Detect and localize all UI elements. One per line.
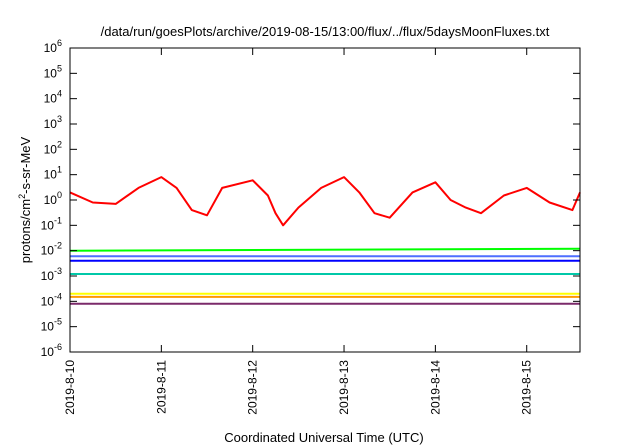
y-tick-label-base: 10 [41,320,55,334]
y-tick-label-exp: -4 [54,291,62,301]
y-tick-label-exp: -1 [54,215,62,225]
x-tick-label: 2019-8-14 [428,360,442,415]
y-tick-label: 10-5 [41,317,62,334]
series-line [69,247,581,252]
y-ticks-layer: 10-610-510-410-310-210-11001011021031041… [41,38,580,359]
y-tick-label: 10-4 [41,291,62,308]
y-tick-label-base: 10 [44,193,58,207]
y-axis-label: protons/cm2-s-sr-MeV [17,136,33,263]
y-tick-label-exp: 2 [57,139,62,149]
y-tick-label: 104 [44,89,62,106]
series-line [69,176,581,227]
x-axis-label: Coordinated Universal Time (UTC) [224,430,423,445]
x-ticks-layer: 2019-8-10 2019-8-11 2019-8-12 2019-8-13 2019… [63,48,534,415]
y-tick-label-base: 10 [44,142,58,156]
y-tick-label: 103 [44,114,62,131]
y-tick-label-exp: 4 [57,89,62,99]
y-tick-label: 10-2 [41,241,62,258]
y-tick-label: 100 [44,190,62,207]
y-tick-label: 102 [44,139,62,156]
y-tick-label-base: 10 [44,66,58,80]
y-tick-label-base: 10 [44,117,58,131]
y-tick-label-exp: 3 [57,114,62,124]
plot-frame [69,47,581,353]
y-tick-label: 106 [44,38,62,55]
y-tick-label-exp: -2 [54,241,62,251]
chart-title: /data/run/goesPlots/archive/2019-08-15/1… [101,24,550,39]
y-tick-label-base: 10 [44,168,58,182]
y-tick-label-exp: -3 [54,266,62,276]
y-tick-label-base: 10 [41,218,55,232]
series-layer [69,176,581,305]
y-tick-label: 10-1 [41,215,62,232]
x-tick-label: 2019-8-12 [246,360,260,415]
y-tick-label-exp: 6 [57,38,62,48]
y-tick-label-exp: 0 [57,190,62,200]
y-tick-label: 101 [44,165,62,182]
y-tick-label-base: 10 [44,92,58,106]
y-tick-label-base: 10 [41,294,55,308]
y-tick-label-exp: -5 [54,317,62,327]
y-tick-label-base: 10 [41,244,55,258]
y-tick-label: 10-6 [41,342,62,359]
y-tick-label-base: 10 [44,41,58,55]
x-tick-label: 2019-8-10 [63,360,77,415]
x-tick-label: 2019-8-13 [337,360,351,415]
y-tick-label-exp: 1 [57,165,62,175]
y-tick-label-base: 10 [41,269,55,283]
y-tick-label-base: 10 [41,345,55,359]
x-tick-label: 2019-8-11 [154,360,168,414]
x-tick-label: 2019-8-15 [520,360,534,415]
y-tick-label: 105 [44,63,62,80]
y-tick-label-exp: -6 [54,342,62,352]
y-tick-label: 10-3 [41,266,62,283]
y-tick-label-exp: 5 [57,63,62,73]
